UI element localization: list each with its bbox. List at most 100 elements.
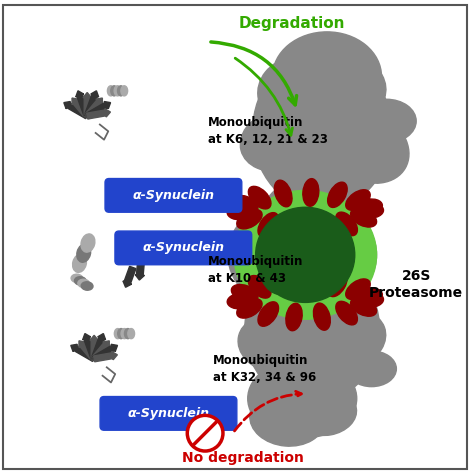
Circle shape: [187, 415, 223, 451]
Ellipse shape: [273, 32, 382, 121]
Ellipse shape: [231, 284, 258, 302]
FancyBboxPatch shape: [100, 397, 237, 430]
Text: Monoubiquitin
at K32, 34 & 96: Monoubiquitin at K32, 34 & 96: [213, 354, 316, 384]
Text: Monoubiquitin
at K10 & 43: Monoubiquitin at K10 & 43: [208, 255, 303, 285]
FancyArrow shape: [123, 266, 136, 287]
Ellipse shape: [263, 201, 352, 260]
FancyArrowPatch shape: [235, 58, 292, 135]
Ellipse shape: [328, 271, 347, 297]
Ellipse shape: [346, 190, 370, 210]
Ellipse shape: [356, 292, 383, 307]
Ellipse shape: [245, 201, 306, 299]
FancyArrow shape: [82, 334, 97, 360]
Ellipse shape: [258, 213, 279, 237]
Ellipse shape: [294, 215, 350, 274]
Ellipse shape: [278, 195, 356, 255]
Ellipse shape: [73, 254, 86, 273]
Ellipse shape: [258, 302, 279, 326]
Ellipse shape: [253, 52, 392, 210]
Ellipse shape: [336, 212, 357, 236]
Ellipse shape: [303, 179, 319, 206]
Ellipse shape: [231, 195, 258, 213]
Ellipse shape: [286, 303, 302, 331]
Ellipse shape: [237, 299, 262, 318]
Ellipse shape: [355, 288, 383, 304]
Text: 26S
Proteasome: 26S Proteasome: [369, 269, 463, 300]
FancyArrow shape: [94, 352, 118, 362]
Ellipse shape: [74, 277, 86, 285]
Ellipse shape: [121, 328, 128, 338]
FancyBboxPatch shape: [115, 231, 252, 265]
Ellipse shape: [303, 268, 319, 295]
FancyArrow shape: [76, 91, 90, 117]
Ellipse shape: [356, 202, 383, 218]
Ellipse shape: [274, 180, 292, 207]
Ellipse shape: [318, 56, 386, 117]
Ellipse shape: [78, 279, 90, 288]
Ellipse shape: [228, 195, 376, 314]
Ellipse shape: [128, 328, 135, 338]
Ellipse shape: [118, 328, 125, 338]
Ellipse shape: [248, 255, 347, 314]
Ellipse shape: [227, 204, 255, 220]
Ellipse shape: [237, 210, 262, 229]
Ellipse shape: [114, 86, 121, 96]
Ellipse shape: [336, 301, 357, 325]
Ellipse shape: [257, 215, 307, 294]
FancyArrow shape: [64, 101, 89, 118]
FancyArrow shape: [90, 335, 98, 359]
Ellipse shape: [357, 99, 416, 143]
Ellipse shape: [81, 282, 93, 290]
Ellipse shape: [114, 328, 121, 338]
Text: α-Synuclein: α-Synuclein: [132, 189, 214, 202]
FancyArrow shape: [85, 98, 102, 118]
FancyArrow shape: [71, 344, 96, 362]
Ellipse shape: [313, 214, 330, 241]
Ellipse shape: [263, 178, 362, 253]
Ellipse shape: [255, 207, 355, 302]
Ellipse shape: [286, 214, 302, 242]
Ellipse shape: [313, 303, 330, 330]
FancyArrow shape: [79, 341, 96, 361]
FancyArrow shape: [135, 259, 145, 280]
Ellipse shape: [248, 186, 271, 209]
Ellipse shape: [267, 248, 337, 292]
Text: α-Synuclein: α-Synuclein: [128, 407, 210, 420]
FancyArrowPatch shape: [211, 42, 297, 105]
Ellipse shape: [250, 391, 325, 446]
Ellipse shape: [81, 234, 95, 252]
FancyArrow shape: [83, 92, 91, 116]
Ellipse shape: [234, 191, 376, 319]
Ellipse shape: [125, 328, 131, 338]
Ellipse shape: [298, 392, 356, 436]
FancyArrow shape: [84, 91, 99, 117]
Ellipse shape: [248, 275, 271, 298]
Ellipse shape: [77, 244, 91, 262]
Ellipse shape: [121, 86, 128, 96]
FancyArrow shape: [72, 98, 90, 118]
Ellipse shape: [111, 86, 118, 96]
Ellipse shape: [351, 209, 377, 227]
Ellipse shape: [324, 109, 409, 183]
Text: Degradation: Degradation: [239, 17, 346, 31]
Ellipse shape: [118, 86, 124, 96]
Ellipse shape: [240, 110, 315, 171]
Ellipse shape: [297, 201, 367, 280]
FancyArrow shape: [92, 344, 118, 362]
FancyArrow shape: [134, 246, 146, 267]
Ellipse shape: [328, 182, 347, 208]
Ellipse shape: [108, 86, 114, 96]
Ellipse shape: [274, 269, 292, 296]
Text: No degradation: No degradation: [182, 451, 304, 465]
Text: Monoubiquitin
at K6, 12, 21 & 23: Monoubiquitin at K6, 12, 21 & 23: [208, 116, 328, 146]
Ellipse shape: [347, 351, 396, 387]
Ellipse shape: [346, 279, 370, 300]
Ellipse shape: [248, 359, 357, 438]
Ellipse shape: [71, 274, 83, 283]
Ellipse shape: [318, 310, 386, 368]
Ellipse shape: [258, 56, 337, 126]
Ellipse shape: [227, 293, 255, 309]
Ellipse shape: [351, 298, 377, 316]
FancyArrow shape: [86, 101, 110, 118]
Ellipse shape: [238, 314, 317, 374]
